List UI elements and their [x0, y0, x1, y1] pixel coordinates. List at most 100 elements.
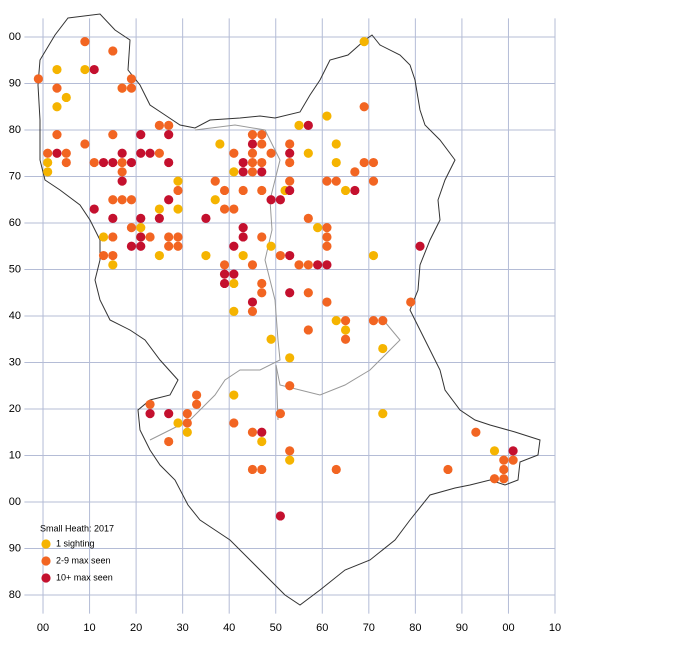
record-dot: [303, 325, 313, 335]
x-tick-label: 80: [409, 622, 421, 634]
x-tick-label: 40: [223, 622, 235, 634]
record-dot: [443, 464, 453, 475]
record-dot: [285, 185, 295, 196]
legend-swatch: [41, 573, 51, 583]
record-dot: [173, 418, 183, 428]
record-dot: [173, 204, 183, 214]
y-tick-label: 30: [9, 356, 21, 368]
record-dot: [340, 325, 351, 335]
y-tick-label: 20: [9, 403, 21, 415]
record-dot: [285, 353, 295, 363]
record-dot: [182, 409, 192, 419]
record-dot: [350, 167, 360, 177]
record-dot: [275, 511, 285, 521]
record-dot: [210, 176, 220, 186]
record-dot: [98, 232, 109, 242]
record-dot: [80, 37, 90, 47]
record-dot: [229, 241, 239, 251]
record-dot: [164, 130, 174, 140]
record-dot: [219, 260, 230, 270]
record-dot: [136, 232, 146, 242]
record-dot: [303, 120, 313, 130]
record-dot: [154, 204, 164, 214]
record-dot: [219, 278, 230, 289]
y-tick-label: 80: [9, 589, 21, 601]
record-dot: [406, 297, 416, 307]
x-tick-label: 10: [83, 622, 95, 634]
record-dot: [117, 195, 127, 205]
legend: Small Heath: 2017 1 sighting 2-9 max seen…: [40, 523, 114, 583]
record-dot: [257, 157, 267, 168]
record-dot: [303, 213, 313, 223]
record-dot: [331, 157, 341, 168]
record-dot: [303, 148, 313, 158]
record-dot: [108, 130, 118, 140]
record-dot: [219, 269, 230, 279]
record-dot: [508, 446, 518, 456]
record-dot: [257, 130, 267, 140]
record-dot: [322, 232, 332, 242]
record-dot: [173, 232, 183, 242]
record-dot: [238, 250, 248, 261]
record-dot: [164, 232, 174, 242]
record-dot: [154, 213, 164, 223]
record-dot: [266, 148, 276, 158]
record-dot: [145, 148, 155, 158]
record-dot: [229, 148, 239, 158]
record-dot: [164, 120, 174, 130]
record-dot: [229, 390, 239, 400]
record-dot: [285, 446, 295, 456]
record-dot: [499, 455, 509, 465]
y-tick-label: 00: [9, 496, 21, 508]
record-dot: [145, 409, 155, 419]
record-dot: [108, 213, 118, 223]
record-dot: [61, 92, 71, 103]
record-dot: [52, 148, 62, 158]
y-tick-label: 90: [9, 77, 21, 89]
record-dot: [359, 37, 369, 47]
record-dot: [257, 427, 267, 437]
record-dot: [43, 148, 53, 158]
record-dot: [285, 455, 295, 465]
record-dot: [201, 213, 211, 223]
record-dot: [285, 148, 295, 158]
record-dot: [322, 111, 332, 121]
record-dot: [499, 464, 509, 475]
record-dot: [331, 139, 341, 149]
record-dot: [285, 139, 295, 149]
record-dot: [61, 157, 71, 168]
record-dot: [145, 399, 155, 409]
record-dot: [229, 167, 239, 177]
record-dot: [52, 130, 62, 140]
record-dot: [108, 195, 118, 205]
record-dot: [368, 316, 379, 326]
record-dot: [89, 157, 99, 168]
record-dot: [359, 157, 369, 168]
record-dot: [136, 130, 146, 140]
record-dot: [98, 157, 109, 168]
record-dot: [108, 46, 118, 56]
record-dot: [294, 260, 304, 270]
record-dot: [173, 241, 183, 251]
record-dot: [378, 343, 388, 354]
record-dot: [285, 288, 295, 298]
record-dot: [201, 250, 211, 261]
record-dot: [266, 241, 276, 251]
record-dot: [164, 195, 174, 205]
y-tick-label: 90: [9, 542, 21, 554]
record-dot: [294, 120, 304, 130]
record-dot: [368, 250, 379, 261]
record-dot: [350, 185, 360, 196]
y-tick-label: 40: [9, 310, 21, 322]
legend-swatch: [41, 539, 51, 549]
legend-label: 2-9 max seen: [56, 555, 111, 565]
x-tick-label: 70: [363, 622, 375, 634]
record-dot: [61, 148, 71, 158]
record-dot: [117, 83, 127, 93]
x-tick-label: 50: [270, 622, 282, 634]
record-dot: [173, 185, 183, 196]
record-dot: [257, 232, 267, 242]
legend-label: 10+ max seen: [56, 572, 113, 582]
record-dot: [238, 185, 248, 196]
